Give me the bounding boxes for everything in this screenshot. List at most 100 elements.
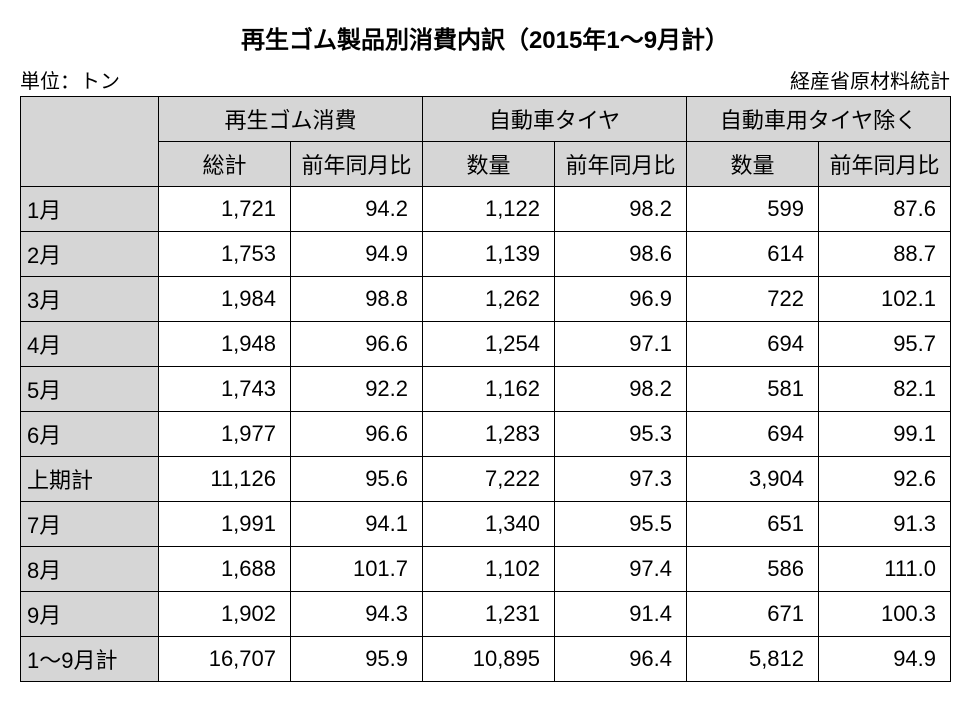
cell: 614 [687,232,819,277]
cell: 97.1 [555,322,687,367]
group-header-3: 自動車用タイヤ除く [687,97,951,142]
cell: 101.7 [291,547,423,592]
cell: 91.4 [555,592,687,637]
cell: 1,688 [159,547,291,592]
table-row: 4月1,94896.61,25497.169495.7 [21,322,951,367]
cell: 7,222 [423,457,555,502]
table-row: 6月1,97796.61,28395.369499.1 [21,412,951,457]
cell: 94.3 [291,592,423,637]
cell: 1,231 [423,592,555,637]
cell: 97.4 [555,547,687,592]
cell: 1,262 [423,277,555,322]
subheader-2b: 前年同月比 [555,142,687,187]
cell: 95.5 [555,502,687,547]
cell: 99.1 [819,412,951,457]
row-label: 9月 [21,592,159,637]
data-table: 再生ゴム消費 自動車タイヤ 自動車用タイヤ除く 総計 前年同月比 数量 前年同月… [20,96,951,682]
cell: 1,753 [159,232,291,277]
cell: 1,102 [423,547,555,592]
cell: 100.3 [819,592,951,637]
cell: 94.2 [291,187,423,232]
table-row: 1～9月計16,70795.910,89596.45,81294.9 [21,637,951,682]
header-row-2: 総計 前年同月比 数量 前年同月比 数量 前年同月比 [21,142,951,187]
row-label: 4月 [21,322,159,367]
cell: 1,139 [423,232,555,277]
cell: 1,902 [159,592,291,637]
cell: 88.7 [819,232,951,277]
cell: 5,812 [687,637,819,682]
table-row: 9月1,90294.31,23191.4671100.3 [21,592,951,637]
row-label: 1月 [21,187,159,232]
cell: 95.9 [291,637,423,682]
row-label: 1～9月計 [21,637,159,682]
cell: 651 [687,502,819,547]
cell: 16,707 [159,637,291,682]
row-label: 上期計 [21,457,159,502]
cell: 95.3 [555,412,687,457]
cell: 671 [687,592,819,637]
cell: 1,254 [423,322,555,367]
cell: 1,743 [159,367,291,412]
group-header-1: 再生ゴム消費 [159,97,423,142]
cell: 581 [687,367,819,412]
cell: 96.6 [291,412,423,457]
cell: 95.6 [291,457,423,502]
cell: 1,283 [423,412,555,457]
cell: 92.2 [291,367,423,412]
cell: 586 [687,547,819,592]
cell: 94.1 [291,502,423,547]
cell: 1,948 [159,322,291,367]
table-row: 上期計11,12695.67,22297.33,90492.6 [21,457,951,502]
cell: 94.9 [291,232,423,277]
cell: 97.3 [555,457,687,502]
cell: 599 [687,187,819,232]
unit-label: 単位：トン [20,65,120,94]
row-label: 2月 [21,232,159,277]
cell: 11,126 [159,457,291,502]
cell: 694 [687,412,819,457]
table-row: 1月1,72194.21,12298.259987.6 [21,187,951,232]
cell: 91.3 [819,502,951,547]
cell: 722 [687,277,819,322]
table-row: 3月1,98498.81,26296.9722102.1 [21,277,951,322]
subheader: 単位：トン 経産省原材料統計 [20,65,950,94]
cell: 98.6 [555,232,687,277]
cell: 96.9 [555,277,687,322]
cell: 1,991 [159,502,291,547]
subheader-1b: 前年同月比 [291,142,423,187]
row-label: 7月 [21,502,159,547]
table-row: 5月1,74392.21,16298.258182.1 [21,367,951,412]
cell: 10,895 [423,637,555,682]
cell: 694 [687,322,819,367]
cell: 96.4 [555,637,687,682]
group-header-2: 自動車タイヤ [423,97,687,142]
cell: 102.1 [819,277,951,322]
cell: 1,984 [159,277,291,322]
cell: 98.2 [555,367,687,412]
table-body: 1月1,72194.21,12298.259987.62月1,75394.91,… [21,187,951,682]
row-label: 3月 [21,277,159,322]
cell: 94.9 [819,637,951,682]
header-row-1: 再生ゴム消費 自動車タイヤ 自動車用タイヤ除く [21,97,951,142]
cell: 1,721 [159,187,291,232]
subheader-3b: 前年同月比 [819,142,951,187]
cell: 111.0 [819,547,951,592]
cell: 92.6 [819,457,951,502]
subheader-1a: 総計 [159,142,291,187]
cell: 95.7 [819,322,951,367]
row-label: 5月 [21,367,159,412]
table-row: 8月1,688101.71,10297.4586111.0 [21,547,951,592]
cell: 1,162 [423,367,555,412]
cell: 98.8 [291,277,423,322]
row-label: 6月 [21,412,159,457]
cell: 98.2 [555,187,687,232]
page-title: 再生ゴム製品別消費内訳（2015年1～9月計） [20,20,950,55]
table-row: 2月1,75394.91,13998.661488.7 [21,232,951,277]
cell: 3,904 [687,457,819,502]
corner-header [21,97,159,187]
cell: 1,340 [423,502,555,547]
cell: 1,977 [159,412,291,457]
cell: 1,122 [423,187,555,232]
source-label: 経産省原材料統計 [790,65,950,94]
table-row: 7月1,99194.11,34095.565191.3 [21,502,951,547]
